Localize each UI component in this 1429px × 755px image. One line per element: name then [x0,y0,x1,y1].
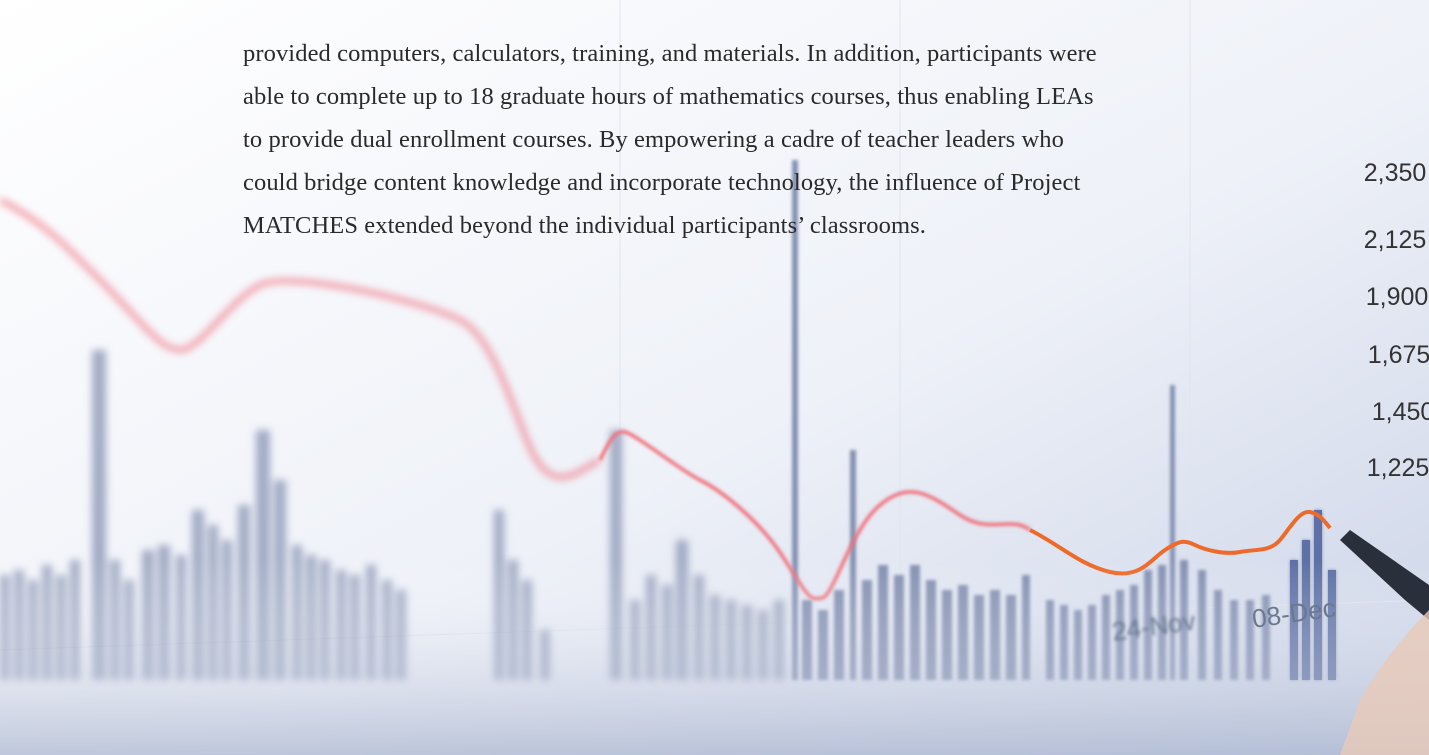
pen [1340,530,1429,620]
body-line: could bridge content knowledge and incor… [243,169,1081,196]
axis-label: 2,350 [1364,159,1427,187]
axis-label: 2,125 [1364,226,1427,254]
axis-label: 1,225 [1367,454,1429,482]
body-line: able to complete up to 18 graduate hours… [243,83,1094,110]
body-line: to provide dual enrollment courses. By e… [243,126,1064,153]
axis-label: 1,450 [1372,398,1429,426]
photo-floor [0,560,1429,755]
hand [1340,610,1429,755]
body-line: provided computers, calculators, trainin… [243,40,1097,67]
axis-label: 1,675 [1368,341,1429,369]
photo-line-blurred [0,197,602,480]
body-line: MATCHES extended beyond the individual p… [243,212,926,239]
axis-label: 1,900 [1366,283,1429,311]
